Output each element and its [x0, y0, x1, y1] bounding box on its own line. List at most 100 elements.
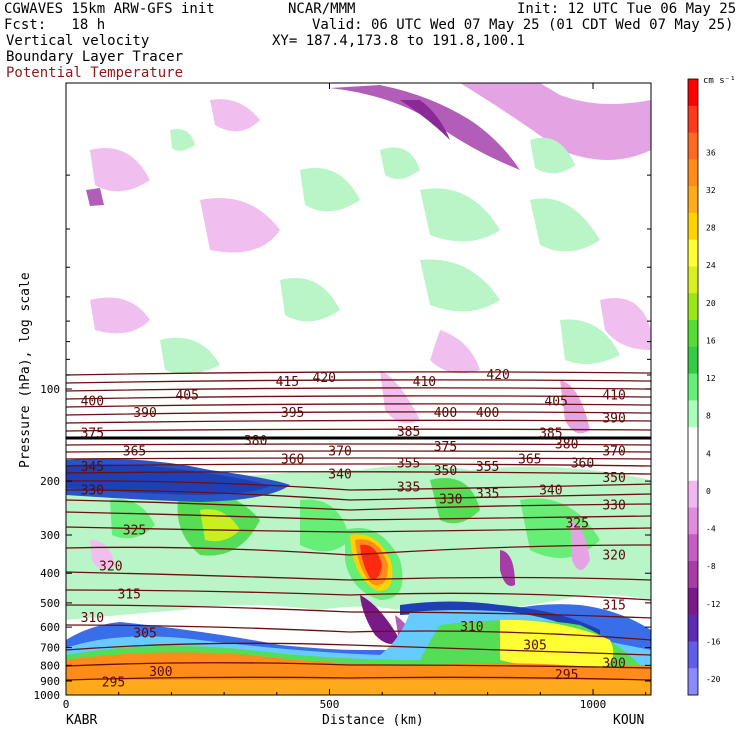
theta-label: 390 — [602, 412, 625, 427]
colorbar-level-label: 24 — [706, 261, 716, 270]
theta-label: 325 — [565, 516, 588, 531]
colorbar-level-label: 32 — [706, 186, 716, 195]
theta-label: 310 — [81, 611, 104, 626]
theta-label: 410 — [413, 375, 436, 390]
colorbar-swatch — [688, 534, 698, 562]
theta-label: 355 — [397, 456, 420, 471]
theta-label: 315 — [118, 588, 141, 603]
colorbar-level-label: 16 — [706, 336, 716, 345]
y-tick-label: 800 — [40, 659, 60, 672]
theta-label: 405 — [175, 388, 198, 403]
y-tick-label: 700 — [40, 642, 60, 655]
theta-label: 295 — [555, 668, 578, 683]
theta-label: 410 — [602, 388, 625, 403]
theta-contours — [66, 371, 651, 681]
theta-label: 400 — [434, 406, 457, 421]
theta-label: 380 — [555, 438, 578, 453]
theta-label: 300 — [602, 657, 625, 672]
organization: NCAR/MMM — [288, 1, 356, 17]
theta-label: 330 — [602, 498, 625, 513]
theta-label: 330 — [81, 484, 104, 499]
y-tick-label: 400 — [40, 567, 60, 580]
theta-label: 320 — [602, 548, 625, 563]
x-tick-label: 500 — [320, 698, 340, 711]
forecast-hour: Fcst: 18 h — [4, 17, 106, 33]
colorbar-swatch — [688, 79, 698, 107]
colorbar-swatch — [688, 561, 698, 589]
colorbar-level-label: 20 — [706, 299, 716, 308]
theta-label: 345 — [81, 460, 104, 475]
colorbar-swatch — [688, 320, 698, 348]
colorbar-swatch — [688, 212, 698, 241]
theta-label: 330 — [439, 493, 462, 508]
colorbar-level-label: 36 — [706, 148, 716, 157]
colorbar-level-label: -4 — [706, 525, 716, 534]
theta-label: 340 — [539, 484, 562, 499]
colorbar-swatch — [688, 266, 698, 294]
x-start-station: KABR — [66, 713, 97, 728]
colorbar-swatch — [688, 668, 698, 696]
theta-label: 295 — [102, 675, 125, 690]
colorbar-swatch — [688, 587, 698, 616]
y-tick-label: 500 — [40, 597, 60, 610]
theta-label: 405 — [544, 395, 567, 410]
colorbar-swatch — [688, 239, 698, 267]
model-name: CGWAVES 15km ARW-GFS init — [4, 1, 215, 17]
upper-vertical-velocity-patches — [86, 83, 651, 434]
colorbar-level-label: -20 — [706, 675, 721, 684]
theta-label: 420 — [486, 368, 509, 383]
theta-label: 300 — [149, 665, 172, 680]
theta-label: 305 — [523, 639, 546, 654]
colorbar-swatch — [688, 186, 698, 214]
colorbar: 36 32 28 24 20 16 12 8 4 0 -4 -8 -12 -16 -20 — [687, 78, 721, 696]
colorbar-frame — [687, 78, 699, 696]
x-tick-label: 1000 — [580, 698, 607, 711]
colorbar-swatch — [688, 132, 698, 160]
colorbar-level-label: 0 — [706, 487, 711, 496]
colorbar-swatch — [688, 400, 698, 428]
theta-labels: 400 390 405 415 420 410 420 395 400 400 405 410 390 3… — [81, 368, 626, 690]
cross-section-endpoints: XY= 187.4,173.8 to 191.8,100.1 — [272, 33, 525, 49]
theta-label: 305 — [133, 627, 156, 642]
theta-label: 340 — [328, 467, 351, 482]
theta-label: 350 — [602, 471, 625, 486]
theta-label: 315 — [602, 599, 625, 614]
colorbar-level-label: 12 — [706, 374, 716, 383]
theta-label: 380 — [244, 434, 267, 449]
theta-label: 385 — [397, 425, 420, 440]
theta-label: 420 — [313, 371, 336, 386]
theta-label: 365 — [123, 444, 146, 459]
colorbar-unit: cm s⁻¹ — [703, 76, 736, 86]
colorbar-level-label: 8 — [706, 412, 711, 421]
theta-label: 370 — [602, 444, 625, 459]
theta-label: 400 — [81, 395, 104, 410]
theta-label: 375 — [81, 427, 104, 442]
init-time: Init: 12 UTC Tue 06 May 25 — [517, 1, 737, 17]
colorbar-swatch — [688, 427, 698, 455]
x-axis-title: Distance (km) — [322, 713, 424, 728]
theta-label: 360 — [281, 453, 304, 468]
y-tick-label: 900 — [40, 675, 60, 688]
theta-label: 320 — [99, 559, 122, 574]
theta-label: 335 — [397, 481, 420, 496]
colorbar-swatch — [688, 641, 698, 669]
field-potential-temperature: Potential Temperature — [6, 65, 184, 81]
theta-label: 365 — [518, 453, 541, 468]
y-tick-label: 600 — [40, 621, 60, 634]
colorbar-level-label: 4 — [706, 449, 711, 458]
theta-label: 385 — [539, 427, 562, 442]
colorbar-level-label: -16 — [706, 637, 721, 646]
theta-label: 325 — [123, 523, 146, 538]
theta-label: 415 — [276, 375, 299, 390]
colorbar-swatch — [688, 105, 698, 134]
theta-label: 350 — [434, 464, 457, 479]
theta-label: 335 — [476, 487, 499, 502]
colorbar-swatch — [688, 373, 698, 401]
colorbar-swatch — [688, 453, 698, 482]
theta-label: 390 — [133, 406, 156, 421]
colorbar-swatch — [688, 293, 698, 321]
field-vertical-velocity: Vertical velocity — [6, 33, 150, 49]
colorbar-swatch — [688, 346, 698, 375]
